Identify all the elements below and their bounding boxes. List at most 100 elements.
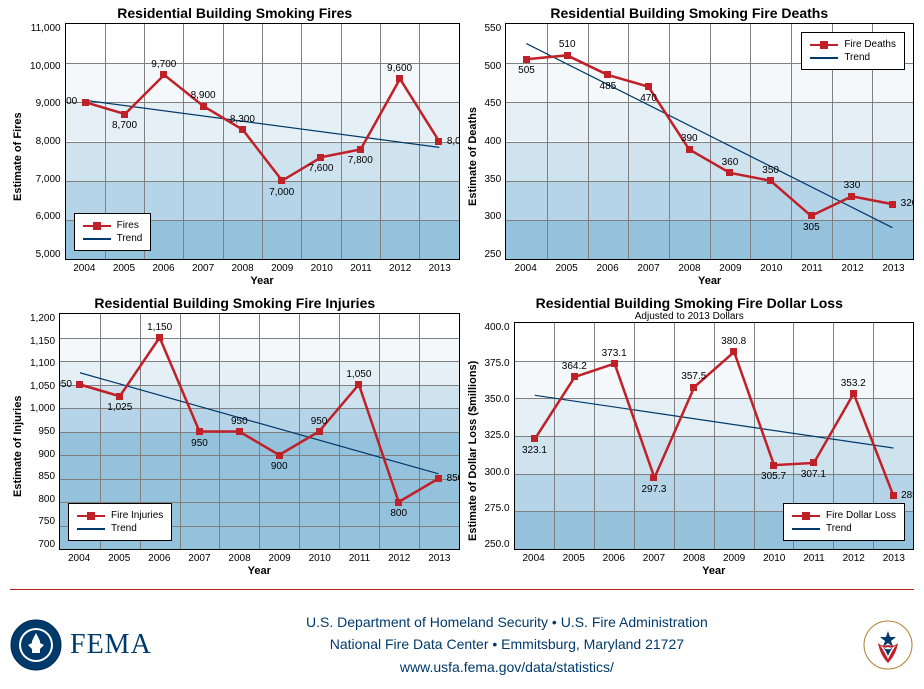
chart-subtitle: Adjusted to 2013 Dollars: [635, 311, 744, 322]
data-marker: [435, 138, 442, 145]
data-marker: [650, 474, 657, 481]
plot-area: 505 510 485 470 390 360 350 305 330 320 Fire Death…: [505, 23, 914, 260]
chart-fires: Residential Building Smoking Fires Estima…: [10, 5, 460, 290]
chart-title: Residential Building Smoking Fire Deaths: [550, 5, 828, 21]
y-axis-label: Estimate of Fires: [10, 23, 26, 290]
data-label: 9,700: [151, 59, 176, 70]
chart-title: Residential Building Smoking Fire Injuri…: [94, 295, 375, 311]
x-axis-label: Year: [59, 565, 459, 580]
data-label: 357.5: [681, 371, 706, 382]
data-label: 360: [722, 157, 739, 168]
data-label: 350: [762, 165, 779, 176]
x-axis-ticks: 2004200520062007200820092010201120122013: [514, 550, 914, 565]
data-marker: [278, 177, 285, 184]
data-marker: [767, 177, 774, 184]
plot-area: 9,0008,7009,7008,9008,3007,0007,6007,800…: [65, 23, 460, 260]
data-marker: [435, 475, 442, 482]
data-label: 1,050: [346, 369, 371, 380]
chart-injuries: Residential Building Smoking Fire Injuri…: [10, 295, 460, 580]
y-axis-label: Estimate of Deaths: [465, 23, 481, 290]
y-axis-ticks: 1,2001,1501,1001,0501,000950900850800750…: [26, 313, 59, 550]
data-marker: [571, 373, 578, 380]
chart-deaths: Residential Building Smoking Fire Deaths…: [465, 5, 915, 290]
data-marker: [355, 381, 362, 388]
data-label: 800: [390, 508, 407, 519]
data-label: 373.1: [602, 348, 627, 359]
data-label: 8,000: [447, 136, 460, 147]
data-label: 1,050: [59, 379, 72, 390]
data-label: 950: [191, 438, 208, 449]
data-marker: [76, 381, 83, 388]
data-label: 8,300: [230, 114, 255, 125]
data-marker: [690, 384, 697, 391]
data-marker: [121, 111, 128, 118]
data-label: 850: [447, 473, 460, 484]
data-label: 297.3: [641, 484, 666, 495]
data-marker: [196, 428, 203, 435]
data-marker: [645, 83, 652, 90]
charts-grid: Residential Building Smoking Fires Estima…: [0, 0, 924, 580]
data-marker: [239, 126, 246, 133]
data-label: 900: [271, 461, 288, 472]
chart-title: Residential Building Smoking Fire Dollar…: [536, 295, 843, 311]
data-marker: [889, 201, 896, 208]
data-marker: [316, 428, 323, 435]
plot-area: 323.1364.2373.1297.3357.5380.8305.7307.1…: [514, 322, 914, 550]
data-label: 7,000: [269, 187, 294, 198]
data-marker: [317, 154, 324, 161]
chart-dollar-loss: Residential Building Smoking Fire Dollar…: [465, 295, 915, 580]
data-marker: [686, 146, 693, 153]
data-marker: [160, 71, 167, 78]
data-marker: [82, 99, 89, 106]
data-label: 323.1: [522, 445, 547, 456]
legend: Fire DeathsTrend: [801, 32, 905, 70]
data-label: 485: [600, 81, 617, 92]
x-axis-ticks: 2004200520062007200820092010201120122013: [65, 260, 460, 275]
data-label: 285.2: [901, 490, 914, 501]
data-label: 510: [559, 39, 576, 50]
y-axis-ticks: 400.0375.0350.0325.0300.0275.0250.0: [481, 322, 514, 550]
chart-title: Residential Building Smoking Fires: [117, 5, 352, 21]
data-label: 330: [844, 180, 861, 191]
data-label: 9,600: [387, 63, 412, 74]
footer: FEMA U.S. Department of Homeland Securit…: [10, 589, 914, 689]
x-axis-label: Year: [505, 275, 914, 290]
y-axis-label: Estimate of Injuries: [10, 313, 26, 580]
data-marker: [276, 452, 283, 459]
data-label: 470: [640, 93, 657, 104]
footer-line2: National Fire Data Center • Emmitsburg, …: [152, 633, 862, 655]
y-axis-ticks: 550500450400350300250: [481, 23, 506, 260]
data-marker: [396, 75, 403, 82]
data-marker: [730, 348, 737, 355]
data-label: 364.2: [562, 361, 587, 372]
data-label: 7,800: [348, 155, 373, 166]
x-axis-label: Year: [65, 275, 460, 290]
data-label: 950: [311, 416, 328, 427]
data-marker: [116, 393, 123, 400]
x-axis-ticks: 2004200520062007200820092010201120122013: [59, 550, 459, 565]
data-label: 505: [518, 65, 535, 76]
data-marker: [848, 193, 855, 200]
data-label: 320: [901, 198, 914, 209]
data-marker: [523, 56, 530, 63]
data-label: 305: [803, 222, 820, 233]
data-label: 380.8: [721, 336, 746, 347]
legend: Fire Dollar LossTrend: [783, 503, 905, 541]
data-marker: [808, 212, 815, 219]
data-marker: [850, 390, 857, 397]
footer-line3: www.usfa.fema.gov/data/statistics/: [152, 656, 862, 678]
data-label: 8,700: [112, 120, 137, 131]
data-label: 950: [231, 416, 248, 427]
y-axis-ticks: 11,00010,0009,0008,0007,0006,0005,000: [26, 23, 65, 260]
footer-line1: U.S. Department of Homeland Security • U…: [152, 611, 862, 633]
data-marker: [890, 492, 897, 499]
footer-right-logo: [862, 619, 914, 671]
footer-left-logos: FEMA: [10, 619, 152, 671]
data-marker: [357, 146, 364, 153]
legend: Fire InjuriesTrend: [68, 503, 172, 541]
data-marker: [726, 169, 733, 176]
data-marker: [236, 428, 243, 435]
data-label: 390: [681, 133, 698, 144]
x-axis-ticks: 2004200520062007200820092010201120122013: [505, 260, 914, 275]
fema-logo-text: FEMA: [70, 629, 152, 661]
